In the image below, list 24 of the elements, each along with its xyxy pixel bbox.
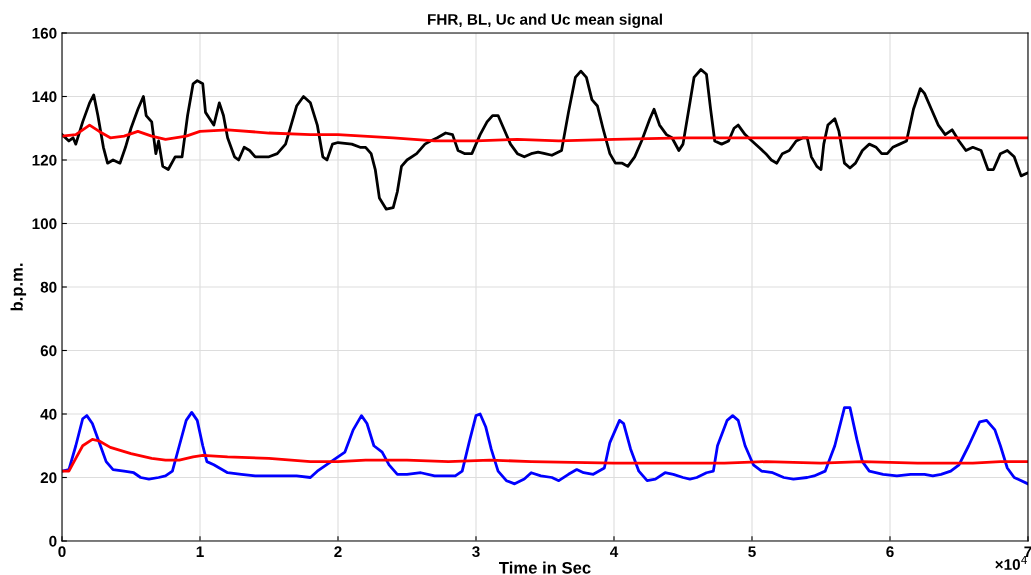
y-tick-label: 60 [40, 345, 57, 357]
x-tick-label: 6 [886, 546, 894, 558]
text: ×10$^{4}$ [995, 556, 1027, 570]
y-tick-label: 100 [32, 218, 57, 230]
line-series [62, 406, 1028, 486]
x-tick-label: 4 [609, 546, 619, 557]
line-series [62, 123, 1028, 143]
y-tick-label: 140 [32, 91, 57, 103]
y-axis-title: b.p.m. [10, 263, 27, 311]
x-tick-label: 7 [1024, 546, 1031, 557]
y-tick-label: 20 [40, 472, 57, 484]
y-tick-label: 160 [32, 27, 57, 39]
y-tick-label: 40 [40, 408, 57, 420]
x-tick-label: 3 [472, 546, 480, 558]
line-series [62, 438, 1028, 473]
x-tick-label: 1 [196, 546, 204, 557]
chart-title: FHR, BL, Uc and Uc mean signal [428, 13, 662, 28]
x-tick-label: 0 [58, 546, 66, 558]
y-tick-label: 80 [40, 281, 57, 293]
x-axis-title: Time in Sec [499, 561, 591, 574]
y-tick-label: 120 [32, 154, 57, 166]
y-tick-label: 0 [49, 535, 57, 547]
x-tick-label: 5 [748, 546, 756, 558]
x-tick-label: 2 [334, 546, 342, 557]
